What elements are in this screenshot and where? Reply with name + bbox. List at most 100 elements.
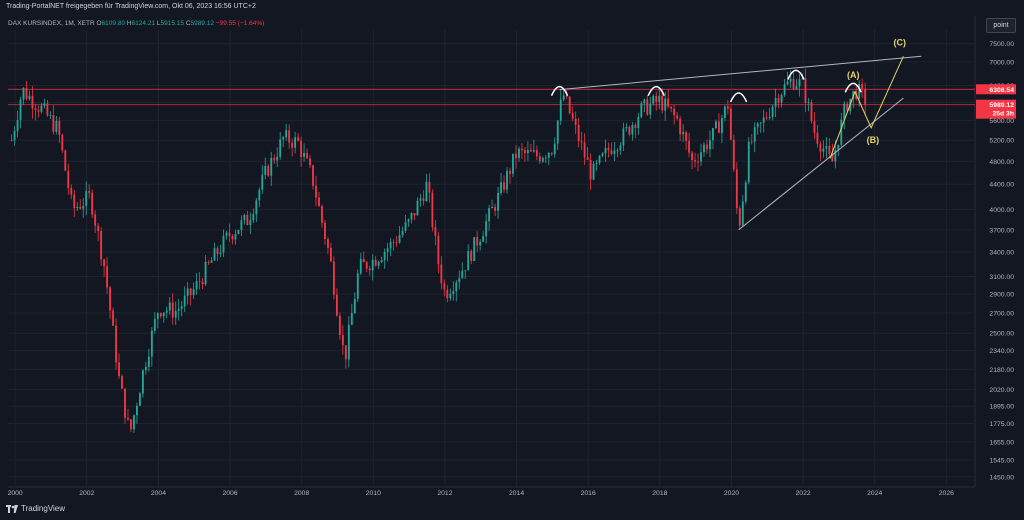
candle-body [416, 200, 419, 216]
candle-body [598, 155, 601, 163]
countdown-tag-text: 25d 3h [992, 111, 1014, 118]
candle-body [231, 235, 234, 240]
candle-body [46, 103, 49, 116]
y-tick-label: 7000.00 [989, 59, 1014, 66]
candle-body [252, 214, 255, 221]
candle-body [473, 237, 476, 262]
y-tick-label: 5600.00 [989, 118, 1014, 125]
candle-body [843, 103, 846, 120]
y-tick-label: 1895.00 [989, 404, 1014, 411]
candle-body [715, 121, 717, 129]
candle-body [258, 189, 261, 201]
candle-body [22, 87, 25, 100]
candle-body [76, 206, 79, 209]
candle-body [679, 118, 682, 135]
candle-body [219, 252, 222, 255]
candle-body [243, 214, 246, 221]
y-tick-label: 2500.00 [989, 331, 1014, 338]
candle-body [732, 139, 735, 170]
x-tick-label: 2026 [939, 490, 954, 497]
close-value: 5989.12 [190, 20, 215, 27]
candle-body [443, 283, 446, 290]
candle-body [147, 356, 150, 367]
candle-body [407, 219, 410, 223]
upper-trendline [559, 55, 922, 91]
candle-body [703, 144, 705, 153]
candle-body [61, 134, 64, 151]
candle-body [186, 288, 189, 296]
x-tick-label: 2000 [8, 490, 23, 497]
candle-body [524, 150, 526, 154]
candle-body [332, 261, 335, 295]
candle-body [485, 221, 488, 237]
annotations: (A) (B) (C) [550, 37, 922, 231]
candle-body [777, 98, 780, 103]
candle-body [834, 149, 837, 162]
level-lines [8, 88, 975, 106]
candle-body [383, 251, 386, 261]
tradingview-logo-icon [6, 504, 18, 513]
candle-body [700, 152, 702, 162]
candle-body [356, 273, 359, 299]
candle-body [795, 86, 798, 89]
candle-body [691, 152, 693, 161]
candle-body [136, 405, 138, 416]
candle-body [822, 148, 825, 152]
candle-body [112, 310, 114, 326]
candle-body [222, 235, 225, 253]
x-tick-label: 2014 [509, 490, 524, 497]
candle-body [255, 200, 258, 215]
candle-body [395, 242, 398, 244]
y-tick-label: 1655.00 [989, 439, 1014, 446]
candle-body [130, 419, 132, 430]
candle-body [204, 261, 207, 285]
candle-body [538, 156, 541, 162]
candle-body [449, 293, 452, 299]
candle-body [121, 376, 123, 389]
candle-body [667, 98, 670, 107]
y-tick-label: 3700.00 [989, 227, 1014, 234]
candle-body [168, 302, 171, 311]
wave-label: (C) [894, 37, 907, 47]
candle-body [586, 157, 589, 160]
candle-body [685, 132, 688, 141]
candle-body [16, 120, 19, 131]
candle-body [410, 213, 413, 220]
candle-body [437, 235, 440, 265]
candle-body [52, 115, 55, 132]
top-arc [647, 85, 665, 96]
symbol-name[interactable]: DAX KURSINDEX, 1M, XETR [8, 20, 95, 27]
candle-body [655, 95, 658, 102]
candle-body [756, 123, 759, 128]
candle-body [622, 128, 625, 146]
candle-body [631, 124, 634, 135]
candle-body [171, 302, 174, 318]
candle-body [709, 140, 711, 150]
candle-body [240, 220, 243, 231]
candle-body [628, 126, 631, 135]
candle-body [470, 251, 473, 262]
candle-body [324, 222, 326, 240]
candle-body [864, 88, 867, 105]
candle-body [747, 141, 750, 183]
candle-body [771, 106, 774, 117]
x-tick-label: 2016 [581, 490, 596, 497]
candle-body [577, 124, 580, 142]
candle-body [300, 140, 303, 157]
candle-body [825, 146, 828, 149]
price-axis[interactable]: 7500.007000.006400.006000.005600.005200.… [976, 41, 1016, 481]
candle-body [482, 236, 485, 242]
candle-body [798, 79, 801, 87]
time-axis[interactable]: 2000 2002 2004 2006 2008 2010 2012 2014 2016 2018… [8, 490, 955, 497]
candle-body [401, 230, 404, 236]
low-value: 5915.15 [160, 20, 185, 27]
candle-body [85, 190, 88, 206]
candle-body [535, 150, 538, 157]
candle-body [234, 233, 237, 240]
candle-body [750, 141, 753, 143]
scale-mode-button[interactable]: point [986, 18, 1016, 33]
candle-body [159, 313, 162, 317]
candle-body [467, 251, 470, 271]
candle-body [380, 260, 383, 263]
